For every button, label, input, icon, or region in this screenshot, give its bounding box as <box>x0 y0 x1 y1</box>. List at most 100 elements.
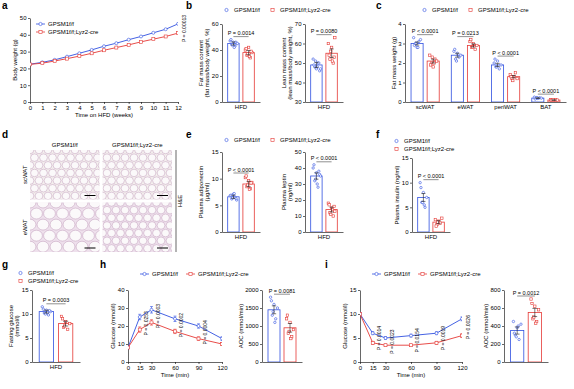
tick-mark <box>403 44 405 45</box>
tick-label: 0 <box>23 99 27 105</box>
error-bar-cap <box>247 54 251 55</box>
adipocyte <box>135 192 143 199</box>
legend-marker <box>225 138 228 141</box>
data-point <box>177 22 179 25</box>
tick: 10 <box>295 213 305 219</box>
tick: 400 <box>490 323 504 329</box>
tick: 60 <box>212 21 222 27</box>
data-point <box>512 79 514 81</box>
tick: 10 <box>22 311 32 317</box>
adipocyte <box>171 192 172 199</box>
adipocyte <box>108 214 116 222</box>
bar <box>243 184 254 232</box>
y-axis: 051015 <box>212 149 223 235</box>
adipocyte <box>50 203 62 208</box>
data-point <box>174 330 177 333</box>
error-bar-cap <box>314 172 318 173</box>
tick-mark <box>30 314 32 315</box>
tick-mark <box>303 83 305 84</box>
y-axis-title: Fat mass weight (g) <box>391 37 397 90</box>
data-point <box>312 167 314 169</box>
annotation: P < 0.0001 <box>311 155 338 161</box>
legend: GPSM1f/fGPSM1f/f;Lyz2-cre <box>395 138 455 152</box>
adipocyte <box>71 150 79 154</box>
tick-label: 9 <box>140 105 144 111</box>
tick: 40 <box>295 80 305 86</box>
tick-mark <box>358 314 360 315</box>
adipocyte <box>162 214 170 222</box>
data-point <box>233 46 235 48</box>
tick-mark <box>410 207 412 208</box>
tick: 3 <box>66 102 70 111</box>
micrograph-background <box>30 203 100 253</box>
y-axis-title: Glucose (mmol/l) <box>110 303 116 348</box>
tick: 20 <box>212 73 222 79</box>
tick-label: 50 <box>295 149 302 155</box>
tick-mark <box>126 290 128 291</box>
adipocyte <box>98 150 99 154</box>
annotation: P = 0.0026 <box>465 315 471 339</box>
tick: 0 <box>25 359 32 365</box>
data-point <box>431 56 433 58</box>
legend: GPSM1f/fGPSM1f/f;Lyz2-cre <box>423 7 529 13</box>
error-bar-cap <box>415 45 419 46</box>
annotation: P < 0.0001 <box>412 28 439 34</box>
tick-label: 8 <box>127 105 131 111</box>
axis-line <box>504 291 505 363</box>
x-axis: HFD <box>413 233 451 241</box>
legend-label: GPSM1f/f;Lyz2-cre <box>280 7 331 13</box>
significance-bracket <box>538 94 554 95</box>
adipocyte <box>35 177 43 185</box>
data-point <box>518 338 520 340</box>
adipocyte <box>139 237 147 245</box>
data-point <box>415 42 417 44</box>
panel-line: 051015015306090120Time (min)P = 0.0014P … <box>325 259 481 378</box>
data-point <box>471 46 473 48</box>
error-bar-cap <box>247 50 251 51</box>
plot-area <box>268 296 296 362</box>
error-bar-stem <box>175 316 176 321</box>
tick-label: 20 <box>20 66 27 72</box>
adipocyte <box>44 162 52 170</box>
data-point <box>313 64 315 66</box>
adipocyte <box>57 208 69 219</box>
legend: GPSM1f/fGPSM1f/f;Lyz2-cre <box>225 137 331 143</box>
axis-line <box>413 232 451 233</box>
adipocyte <box>37 219 49 230</box>
legend-entry: GPSM1f/f;Lyz2-cre <box>19 278 79 284</box>
error-bar-stem <box>534 308 535 316</box>
error-bar-stem <box>423 194 424 202</box>
x-axis-title: Time (min) <box>161 372 189 378</box>
error-bar-cap <box>174 321 177 322</box>
legend-marker <box>39 30 42 33</box>
adipocyte <box>31 169 39 177</box>
tick-mark <box>303 24 305 25</box>
tick-mark <box>140 362 141 364</box>
adipocyte <box>80 177 88 185</box>
plot-area <box>30 22 178 65</box>
tick-mark <box>411 362 412 364</box>
tick-label: 200 <box>490 341 501 347</box>
tick-label: 30 <box>383 365 390 371</box>
tick-mark <box>502 344 504 345</box>
adipocyte <box>108 162 116 170</box>
error-bar-cap <box>231 45 235 46</box>
data-point <box>30 63 32 66</box>
adipocyte <box>37 241 49 252</box>
tick: 2 <box>398 60 405 66</box>
error-bar <box>384 344 387 346</box>
legend-label: GPSM1f/f;Lyz2-cre <box>198 271 249 277</box>
data-point <box>495 66 497 68</box>
legend-label: GPSM1f/f;Lyz2-cre <box>478 7 529 13</box>
category-label: HFD <box>235 234 248 240</box>
adipocyte <box>162 162 170 170</box>
bar <box>58 324 72 362</box>
legend-label: GPSM1f/f;Lyz2-cre <box>430 271 481 277</box>
adipocyte <box>44 192 52 199</box>
error-bar <box>231 42 235 45</box>
plot-area <box>418 181 445 232</box>
scale-bar <box>157 247 168 248</box>
data-point <box>334 210 336 212</box>
legend-entry: GPSM1f/f <box>36 21 74 27</box>
tick-label: 7 <box>115 105 119 111</box>
